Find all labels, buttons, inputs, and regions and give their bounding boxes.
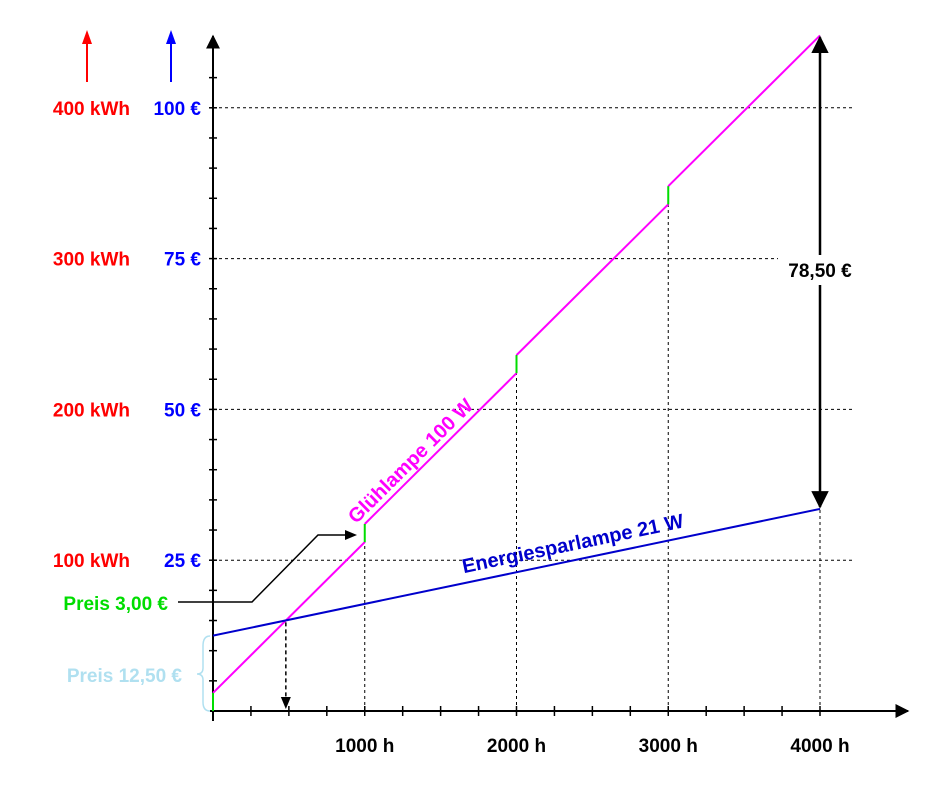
gluehlampe-segment [515, 203, 669, 356]
intersection-arrow-icon [280, 697, 291, 709]
gluehlampe-segment [364, 372, 518, 525]
series-lines [178, 34, 829, 712]
energiesparlampe-line [212, 507, 821, 637]
preis-sparlampe-label: Preis 12,50 € [67, 666, 183, 687]
y-energy-tick-label: 100 kWh [53, 551, 130, 572]
preis-brace-icon [196, 635, 211, 712]
y-energy-tick-label: 300 kWh [53, 250, 130, 271]
kwh-arrow-head-icon [82, 30, 92, 44]
x-tick-label: 4000 h [790, 736, 849, 757]
grid-lines [213, 107, 852, 711]
y-cost-tick-label: 50 € [164, 400, 201, 421]
x-tick-label: 2000 h [487, 736, 546, 757]
euro-arrow-head-icon [166, 30, 176, 44]
difference-label: 78,50 € [788, 261, 852, 282]
y-energy-tick-label: 400 kWh [53, 99, 130, 120]
x-tick-label: 3000 h [639, 736, 698, 757]
preis-pointer-arrow-icon [345, 530, 357, 540]
preis-pointer-line [178, 534, 345, 603]
gluehlampe-segment [212, 541, 366, 694]
preis-gluehlampe-label: Preis 3,00 € [63, 594, 168, 615]
y-cost-tick-label: 100 € [153, 99, 201, 120]
x-tick-label: 1000 h [335, 736, 394, 757]
gluehlampe-segment [667, 34, 821, 187]
y-cost-tick-label: 75 € [164, 250, 201, 271]
labels: 100 kWh 200 kWh 300 kWh 400 kWh 25 € 50 € 75 €… [53, 99, 862, 757]
difference-label-bg [778, 255, 862, 285]
y-energy-tick-label: 200 kWh [53, 400, 130, 421]
series-label-gluehlampe: Glühlampe 100 W [344, 395, 478, 528]
axes [82, 30, 910, 721]
y-cost-tick-label: 25 € [164, 551, 201, 572]
